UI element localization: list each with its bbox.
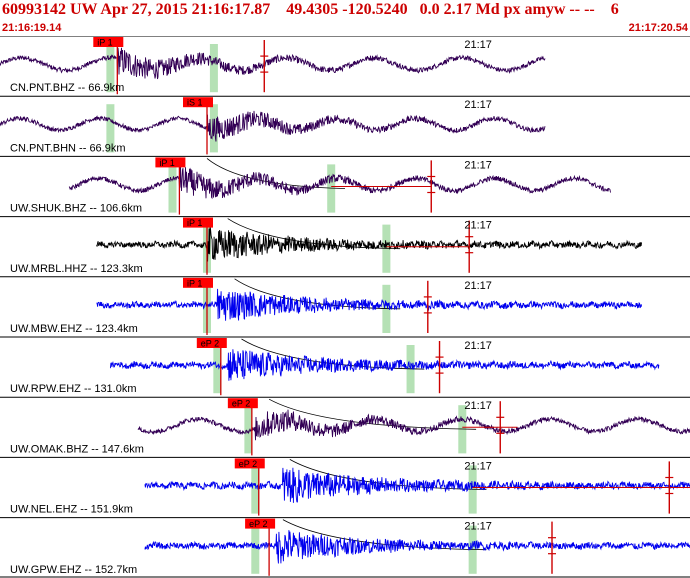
minute-tick-label: 21:17 [464,39,492,51]
phase-pick-flag [93,37,124,47]
station-label: CN.PNT.BHZ -- 66.9km [10,82,124,94]
phase-pick-label: iP 1 [187,218,202,228]
waveform-trace [0,47,546,80]
station-label: UW.OMAK.BHZ -- 147.6km [10,443,144,455]
minute-tick-label: 21:17 [464,521,492,533]
analysis-window-bar [168,164,177,213]
phase-pick-flag [227,398,258,409]
waveform-trace [96,225,643,262]
waveform-trace [109,349,660,381]
phase-pick-label: eP 2 [201,339,219,349]
minute-tick-label: 21:17 [464,460,492,472]
phase-pick-flag [245,518,276,529]
phase-pick-label: iP 1 [159,158,174,168]
phase-pick-label: eP 2 [232,399,250,409]
trace-panel: iP 1 21:17 CN.PNT.BHZ -- 66.9km [0,36,690,95]
phase-pick-label: iP 1 [97,38,112,48]
phase-pick-flag [196,338,227,348]
analysis-window-bar [251,465,260,514]
phase-pick-label: iS 1 [187,98,203,108]
phase-pick-flag [155,157,186,168]
end-time-label: 21:17:20.54 [628,22,688,34]
station-label: UW.SHUK.BHZ -- 106.6km [10,203,142,215]
analysis-window-bar [209,44,218,93]
trace-panel: iS 1 21:17 CN.PNT.BHN -- 66.9km [0,95,690,155]
trace-panel: eP 2 21:17 UW.NEL.EHZ -- 151.9km [0,456,690,516]
analysis-window-bar [213,345,222,394]
phase-pick-flag [183,217,213,228]
coda-decay-curve [206,158,346,189]
analysis-window-bar [251,525,260,574]
coda-decay-curve [268,398,477,430]
station-label: UW.GPW.EHZ -- 152.7km [10,564,137,576]
analysis-window-bar [244,405,253,454]
phase-pick-label: iP 1 [187,278,202,288]
station-label: CN.PNT.BHN -- 66.9km [10,142,126,154]
waveform-trace [137,409,690,441]
station-label: UW.RPW.EHZ -- 131.0km [10,383,137,395]
minute-tick-label: 21:17 [464,99,492,111]
minute-tick-label: 21:17 [464,220,492,232]
trace-panel: eP 2 21:17 UW.OMAK.BHZ -- 147.6km [0,396,690,456]
phase-pick-flag [234,458,265,469]
minute-tick-label: 21:17 [464,280,492,292]
waveform-trace [96,288,643,321]
minute-tick-label: 21:17 [464,159,492,171]
trace-panel: iP 1 21:17 UW.SHUK.BHZ -- 106.6km [0,155,690,215]
phase-pick-label: eP 2 [249,519,267,529]
station-label: UW.MRBL.HHZ -- 123.3km [10,263,143,275]
waveform-trace [0,110,546,142]
event-header: 60993142 UW Apr 27, 2015 21:16:17.87 49.… [0,0,690,36]
waveform-trace [68,165,611,200]
waveform-trace [144,467,690,503]
phase-pick-label: eP 2 [239,459,257,469]
event-title: 60993142 UW Apr 27, 2015 21:16:17.87 49.… [2,1,619,18]
trace-panel: iP 1 21:17 UW.MBW.EHZ -- 123.4km [0,276,690,335]
station-label: UW.MBW.EHZ -- 123.4km [10,323,138,335]
phase-pick-flag [183,277,213,288]
trace-panel: eP 2 21:17 UW.RPW.EHZ -- 131.0km [0,336,690,396]
start-time-label: 21:16:19.14 [2,22,62,34]
trace-panel: iP 1 21:17 UW.MRBL.HHZ -- 123.3km [0,216,690,275]
minute-tick-label: 21:17 [464,400,492,412]
minute-tick-label: 21:17 [464,340,492,352]
analysis-window-bar [106,104,115,153]
phase-pick-flag [183,97,213,108]
seismogram-plot: iP 1 21:17 CN.PNT.BHZ -- 66.9km iS 1 21:17 CN… [0,36,690,578]
trace-panel: eP 2 21:17 UW.GPW.EHZ -- 152.7km [0,517,690,576]
station-label: UW.NEL.EHZ -- 151.9km [10,504,133,516]
analysis-window-bar [106,44,115,93]
waveform-trace [144,530,690,564]
